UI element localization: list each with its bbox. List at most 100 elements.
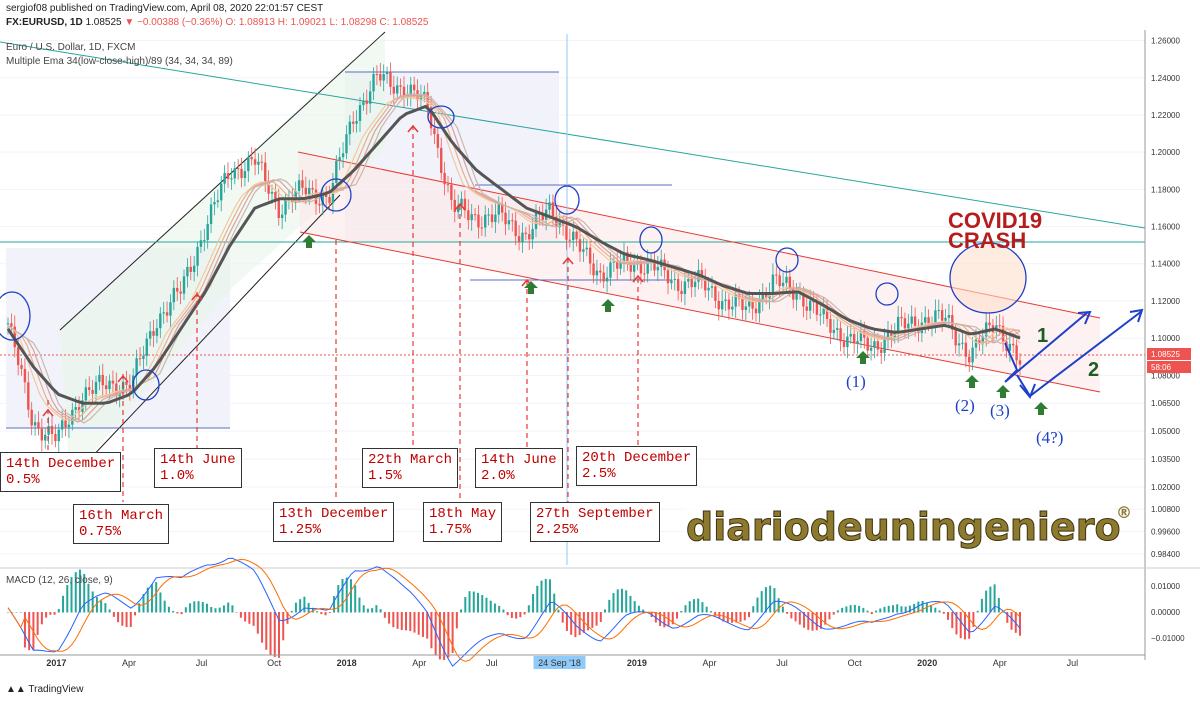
scenario-label-1: 1: [1037, 325, 1048, 347]
macd-histogram-bar: [455, 612, 458, 629]
macd-histogram-bar: [290, 610, 293, 613]
macd-axis: 0.01000 0.00000 −0.01000: [1151, 582, 1185, 643]
macd-histogram-bar: [752, 606, 755, 613]
macd-histogram-bar: [637, 605, 640, 613]
macd-histogram-bar: [57, 608, 60, 613]
candle-body: [253, 159, 257, 165]
price-axis: 1.26000 1.24000 1.22000 1.20000 1.18000 1.160…: [1151, 37, 1180, 559]
candle-body: [951, 315, 954, 330]
green-arrow-icon: [965, 375, 979, 388]
candle-body: [148, 331, 152, 339]
macd-histogram-bar: [117, 612, 120, 623]
candle-body: [602, 272, 605, 282]
candle-body: [805, 306, 808, 311]
candle-body: [1008, 343, 1012, 351]
candle-body: [683, 281, 687, 295]
candle-body: [453, 199, 456, 212]
rate-box-mar17: 16th March 0.75%: [73, 504, 170, 544]
candle-body: [558, 222, 561, 228]
candle-body: [372, 74, 375, 92]
candle-body: [321, 194, 324, 206]
candle-body: [646, 260, 649, 274]
candle-body: [612, 261, 616, 263]
macd-histogram-bar: [180, 612, 183, 615]
candle-body: [450, 184, 453, 200]
candle-body: [751, 301, 754, 309]
circle-apr17: [132, 369, 160, 401]
circle-apr18: [427, 105, 455, 129]
macd-histogram-bar: [269, 612, 272, 655]
candle-body: [517, 236, 521, 242]
macd-histogram-bar: [388, 612, 391, 624]
candle-body: [477, 214, 480, 228]
candle-body: [257, 161, 260, 165]
candle-body: [599, 270, 602, 273]
candle-body: [389, 72, 392, 87]
candle-body: [311, 187, 314, 190]
macd-histogram-bar: [845, 606, 848, 613]
green-arrow-icon: [1034, 402, 1048, 415]
macd-histogram-bar: [722, 612, 725, 622]
candle-body: [852, 333, 856, 344]
macd-histogram-bar: [515, 612, 518, 619]
candle-body: [189, 266, 192, 272]
candle-body: [758, 300, 761, 314]
candle-body: [67, 424, 71, 428]
macd-histogram-bar: [993, 584, 996, 613]
macd-histogram-bar: [709, 611, 712, 613]
macd-histogram-bar: [985, 590, 988, 613]
macd-histogram-bar: [879, 608, 882, 613]
macd-histogram-bar: [866, 610, 869, 613]
tradingview-icon: ▲▲: [6, 684, 29, 695]
candle-body: [521, 232, 524, 242]
macd-histogram-bar: [438, 612, 441, 660]
candle-body: [883, 339, 886, 353]
candle-body: [876, 341, 880, 350]
macd-histogram-bar: [625, 590, 628, 613]
candle-body: [47, 425, 50, 435]
macd-histogram-bar: [680, 610, 683, 613]
candle-body: [463, 198, 467, 211]
macd-histogram-bar: [891, 605, 894, 613]
candle-body: [40, 428, 44, 441]
macd-histogram-bar: [379, 609, 382, 613]
macd-histogram-bar: [142, 594, 145, 613]
candle-body: [802, 292, 805, 307]
candle-body: [220, 183, 223, 201]
macd-histogram-bar: [53, 612, 56, 615]
macd-histogram-bar: [498, 605, 501, 613]
candle-body: [764, 292, 768, 299]
ohlc-values: O: 1.08913 H: 1.09021 L: 1.08298 C: 1.08…: [225, 17, 429, 28]
candle-body: [744, 306, 748, 310]
macd-histogram-bar: [1002, 611, 1005, 613]
macd-histogram-bar: [841, 607, 844, 613]
macd-histogram-bar: [676, 612, 679, 619]
tradingview-logo[interactable]: ▲▲ TradingView: [6, 684, 83, 695]
candle-body: [934, 310, 937, 325]
candle-body: [761, 292, 764, 301]
macd-histogram-bar: [900, 606, 903, 613]
candle-body: [687, 278, 690, 282]
candle-body: [352, 121, 355, 124]
macd-histogram-bar: [688, 601, 691, 613]
candle-body: [101, 374, 104, 386]
macd-histogram-bar: [214, 608, 217, 613]
covid-label-1: COVID19: [948, 208, 1042, 233]
candle-body: [260, 161, 264, 163]
candle-body: [1018, 360, 1022, 365]
macd-histogram-bar: [870, 612, 873, 615]
candle-body: [714, 286, 717, 301]
chart-title: Euro / U.S. Dollar, 1D, FXCM: [6, 42, 136, 53]
candle-body: [470, 214, 473, 221]
macd-histogram-bar: [201, 602, 204, 613]
macd-histogram-bar: [1010, 612, 1013, 630]
macd-histogram-bar: [794, 612, 797, 622]
candle-body: [825, 308, 829, 319]
candle-body: [656, 266, 660, 271]
macd-histogram-bar: [244, 612, 247, 622]
candle-body: [500, 204, 504, 213]
candle-body: [243, 171, 247, 179]
candle-body: [693, 281, 697, 288]
candle-body: [172, 287, 176, 303]
macd-histogram-bar: [421, 612, 424, 637]
